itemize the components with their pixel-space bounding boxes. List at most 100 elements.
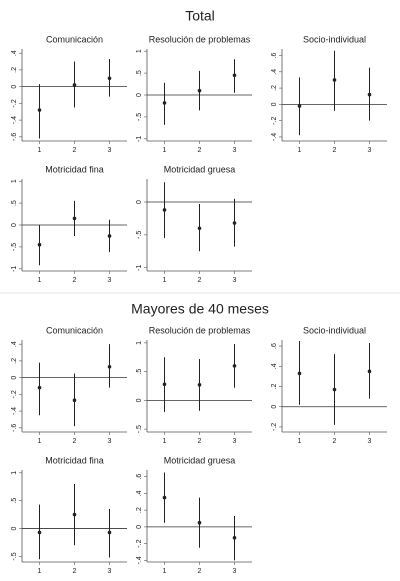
- subplot-title: Socio-individual: [303, 34, 366, 44]
- y-tick-label: 1: [11, 179, 18, 183]
- x-tick-label: 2: [73, 147, 77, 154]
- point-estimate: [107, 364, 112, 369]
- point-estimate: [107, 76, 112, 81]
- y-tick-label: 0: [136, 398, 143, 402]
- y-tick-label: 0: [136, 93, 143, 97]
- x-tick-label: 3: [368, 147, 372, 154]
- subplot-title: Motricidad gruesa: [164, 455, 236, 465]
- x-tick-label: 3: [108, 147, 112, 154]
- y-tick-label: 0: [11, 85, 18, 89]
- y-tick-label: .4: [271, 69, 278, 75]
- point-estimate: [162, 495, 167, 500]
- point-estimate: [332, 78, 337, 82]
- point-estimate: [197, 383, 202, 387]
- subplot-title: Socio-individual: [303, 325, 366, 335]
- y-tick-label: -.2: [11, 99, 18, 107]
- y-tick-label: -.2: [271, 116, 278, 124]
- y-tick-label: .4: [136, 490, 143, 496]
- y-tick-label: -1: [11, 266, 18, 272]
- y-tick-label: -.5: [136, 113, 143, 121]
- y-tick-label: -.4: [271, 133, 278, 141]
- x-tick-label: 1: [38, 568, 42, 575]
- point-estimate: [107, 234, 112, 238]
- point-estimate: [297, 371, 302, 376]
- x-tick-label: 1: [163, 568, 167, 575]
- subplot-title: Resolución de problemas: [149, 325, 251, 335]
- x-tick-label: 2: [198, 147, 202, 154]
- y-tick-label: .2: [11, 67, 18, 73]
- y-tick-label: -.2: [271, 423, 278, 431]
- point-estimate: [232, 221, 237, 225]
- y-tick-label: 1: [136, 341, 143, 345]
- y-tick-label: -.2: [136, 539, 143, 547]
- section-heading: Mayores de 40 meses: [131, 301, 269, 317]
- point-estimate: [107, 530, 112, 535]
- x-tick-label: 3: [108, 568, 112, 575]
- point-estimate: [37, 530, 42, 535]
- x-tick-label: 2: [73, 568, 77, 575]
- x-tick-label: 2: [198, 568, 202, 575]
- y-tick-label: .5: [136, 70, 143, 76]
- y-tick-label: .2: [271, 383, 278, 389]
- x-tick-label: 2: [198, 277, 202, 284]
- point-estimate: [297, 104, 302, 108]
- point-estimate: [197, 88, 202, 93]
- point-estimate: [162, 101, 167, 105]
- x-tick-label: 1: [38, 438, 42, 445]
- point-estimate: [162, 382, 167, 387]
- point-estimate: [367, 92, 372, 97]
- point-estimate: [72, 216, 77, 221]
- x-tick-label: 2: [198, 438, 202, 445]
- subplot-title: Motricidad fina: [45, 164, 104, 174]
- y-tick-label: -.5: [136, 231, 143, 239]
- y-tick-label: -1: [136, 265, 143, 271]
- point-estimate: [72, 512, 77, 517]
- x-tick-label: 2: [73, 277, 77, 284]
- point-estimate: [232, 73, 237, 78]
- point-estimate: [37, 385, 42, 390]
- subplot-title: Resolución de problemas: [149, 34, 251, 44]
- x-tick-label: 1: [163, 147, 167, 154]
- x-tick-label: 3: [108, 277, 112, 284]
- x-tick-label: 1: [298, 147, 302, 154]
- x-tick-label: 1: [298, 438, 302, 445]
- y-tick-label: .4: [11, 341, 18, 347]
- y-tick-label: 0: [136, 200, 143, 204]
- y-tick-label: 0: [136, 525, 143, 529]
- point-estimate: [197, 226, 202, 231]
- y-tick-label: -1: [136, 136, 143, 142]
- y-tick-label: .4: [11, 50, 18, 56]
- point-estimate: [37, 108, 42, 112]
- y-tick-label: -.5: [136, 425, 143, 433]
- point-estimate: [332, 387, 337, 392]
- subplot-title: Motricidad gruesa: [164, 164, 236, 174]
- point-estimate: [197, 520, 202, 525]
- y-tick-label: .5: [11, 498, 18, 504]
- x-tick-label: 3: [233, 277, 237, 284]
- section-heading: Total: [185, 8, 215, 24]
- point-estimate: [72, 398, 77, 403]
- y-tick-label: 0: [11, 376, 18, 380]
- y-tick-label: 1: [136, 49, 143, 53]
- subplot-title: Comunicación: [46, 325, 103, 335]
- x-tick-label: 1: [38, 277, 42, 284]
- x-tick-label: 3: [233, 147, 237, 154]
- x-tick-label: 2: [333, 147, 337, 154]
- point-estimate: [72, 83, 77, 87]
- y-tick-label: 1: [11, 471, 18, 475]
- subplot-title: Motricidad fina: [45, 455, 104, 465]
- y-tick-label: -.6: [11, 133, 18, 141]
- y-tick-label: .6: [271, 343, 278, 349]
- y-tick-label: .5: [136, 369, 143, 375]
- x-tick-label: 3: [368, 438, 372, 445]
- y-tick-label: 0: [11, 223, 18, 227]
- subplot-title: Comunicación: [46, 34, 103, 44]
- y-tick-label: -.5: [11, 552, 18, 560]
- x-tick-label: 3: [233, 568, 237, 575]
- y-tick-label: -.6: [11, 424, 18, 432]
- y-tick-label: -.4: [136, 556, 143, 564]
- point-estimate: [367, 369, 372, 374]
- point-estimate: [232, 535, 237, 540]
- point-estimate: [37, 242, 42, 247]
